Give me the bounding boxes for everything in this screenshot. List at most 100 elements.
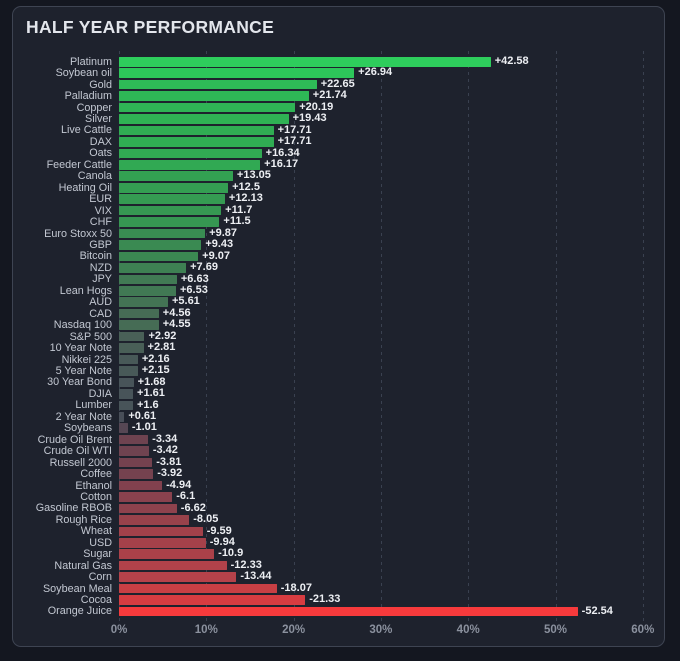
bar-label: Live Cattle	[60, 124, 112, 137]
bar-value: +17.71	[277, 135, 312, 148]
bar-row: Bitcoin +9.07	[13, 250, 664, 263]
bar	[119, 297, 168, 308]
bar-label: Feeder Cattle	[46, 158, 112, 171]
bar-track: -12.33	[119, 560, 664, 571]
bar-track: +9.07	[119, 250, 664, 262]
bar-row: Gasoline RBOB -6.62	[13, 502, 664, 514]
bar-label: AUD	[89, 296, 112, 309]
bar-label: Orange Juice	[47, 605, 112, 618]
bar-row: Lean Hogs +6.53	[13, 284, 664, 297]
bar	[119, 366, 138, 376]
bar-value: -9.59	[206, 524, 232, 537]
bar	[119, 583, 277, 594]
bar-value: +5.61	[171, 295, 200, 308]
bar-value: +2.92	[148, 329, 177, 342]
bar-value: -6.1	[176, 490, 196, 503]
x-axis-tick: 30%	[369, 624, 393, 636]
chart-title: HALF YEAR PERFORMANCE	[26, 17, 275, 37]
bar-row: Rough Rice -8.05	[13, 514, 664, 526]
bar	[119, 457, 153, 468]
bar-row: Soybeans -1.01	[13, 422, 664, 434]
x-axis-tick: 50%	[543, 624, 568, 636]
bar-label: Bitcoin	[79, 250, 112, 263]
bar-value: +11.5	[223, 215, 251, 228]
bar-row: S&P 500 +2.92	[13, 329, 664, 343]
bar-label: Platinum	[69, 55, 112, 68]
bar-track: +6.63	[119, 273, 664, 285]
bar-value: +2.15	[141, 364, 170, 377]
bar-label: Oats	[89, 147, 112, 160]
bar-row: Soybean Meal -18.07	[13, 582, 664, 594]
bar-row: VIX +11.7	[13, 205, 664, 217]
bar	[119, 240, 202, 250]
bar-label: Wheat	[80, 525, 112, 538]
bar-row: 2 Year Note +0.61	[13, 409, 664, 423]
bar-value: +12.5	[232, 180, 260, 193]
bar-row: Russell 2000 -3.81	[13, 455, 664, 469]
bar-rows: Platinum +42.58 Soybean oil +26.94 Gold +22.6…	[13, 54, 664, 618]
bar-value: -13.44	[240, 570, 272, 583]
bar-label: Russell 2000	[49, 456, 112, 469]
bar-row: 5 Year Note +2.15	[13, 364, 664, 377]
bar-value: -4.94	[166, 478, 192, 491]
bar-track: +2.92	[119, 329, 664, 342]
x-axis-tick: 60%	[631, 624, 655, 636]
bar-track: +17.71	[119, 135, 664, 148]
bar-row: Euro Stoxx 50 +9.87	[13, 227, 664, 240]
bar-label: Natural Gas	[54, 559, 112, 572]
bar-label: DJIA	[88, 387, 112, 400]
bar	[119, 526, 203, 537]
bar-value: -3.81	[156, 455, 182, 468]
bar-row: CAD +4.56	[13, 308, 664, 320]
bar-track: +12.5	[119, 180, 664, 193]
bar-label: Lean Hogs	[59, 284, 112, 297]
bar-value: +2.16	[141, 352, 170, 365]
bar-label: Euro Stoxx 50	[44, 227, 112, 240]
bar-track: -21.33	[119, 594, 664, 605]
bar-track: +12.13	[119, 193, 664, 204]
bar-row: Platinum +42.58	[13, 54, 664, 68]
bar-track: +13.05	[119, 169, 664, 182]
bar-row: Copper +20.19	[13, 101, 664, 113]
bar	[119, 354, 138, 365]
bar-label: JPY	[92, 273, 112, 286]
bar-track: -13.44	[119, 570, 664, 583]
bar-value: -52.54	[581, 604, 613, 617]
bar	[119, 606, 578, 617]
bar-label: Heating Oil	[58, 181, 112, 194]
bar-value: -3.34	[152, 432, 178, 445]
bar-value: +22.65	[320, 77, 355, 90]
bar	[119, 343, 144, 353]
bar-label: 10 Year Note	[49, 342, 112, 355]
bar-row: Cotton -6.1	[13, 490, 664, 503]
bar-track: -3.34	[119, 432, 664, 445]
bar-value: +16.17	[264, 158, 299, 170]
bar-track: +20.19	[119, 101, 664, 113]
bar-value: +1.61	[137, 387, 165, 400]
bar-row: Silver +19.43	[13, 113, 664, 125]
bar	[119, 389, 134, 399]
bar-track: +1.6	[119, 399, 664, 411]
bar-track: +2.81	[119, 342, 664, 353]
bar-row: DJIA +1.61	[13, 387, 664, 400]
bar	[119, 217, 220, 227]
bar-label: Lumber	[75, 399, 112, 412]
bar-value: +0.61	[128, 409, 157, 422]
bar-value: -9.94	[209, 535, 235, 548]
bar-label: NZD	[89, 261, 112, 274]
bar-row: Gold +22.65	[13, 77, 664, 91]
bar	[119, 228, 206, 239]
bar-track: +42.58	[119, 54, 664, 67]
bar-track: +7.69	[119, 262, 664, 273]
bar-label: Palladium	[64, 90, 112, 103]
bar	[119, 320, 159, 330]
bar-row: Coffee -3.92	[13, 468, 664, 481]
bar-value: +13.05	[236, 169, 271, 182]
bar-label: EUR	[89, 193, 112, 206]
x-axis-tick: 20%	[282, 624, 306, 636]
bar-label: Coffee	[80, 468, 112, 481]
bar-row: Orange Juice -52.54	[13, 604, 664, 618]
bar-value: +42.58	[494, 54, 529, 67]
bar	[119, 91, 309, 101]
bar	[119, 331, 145, 342]
